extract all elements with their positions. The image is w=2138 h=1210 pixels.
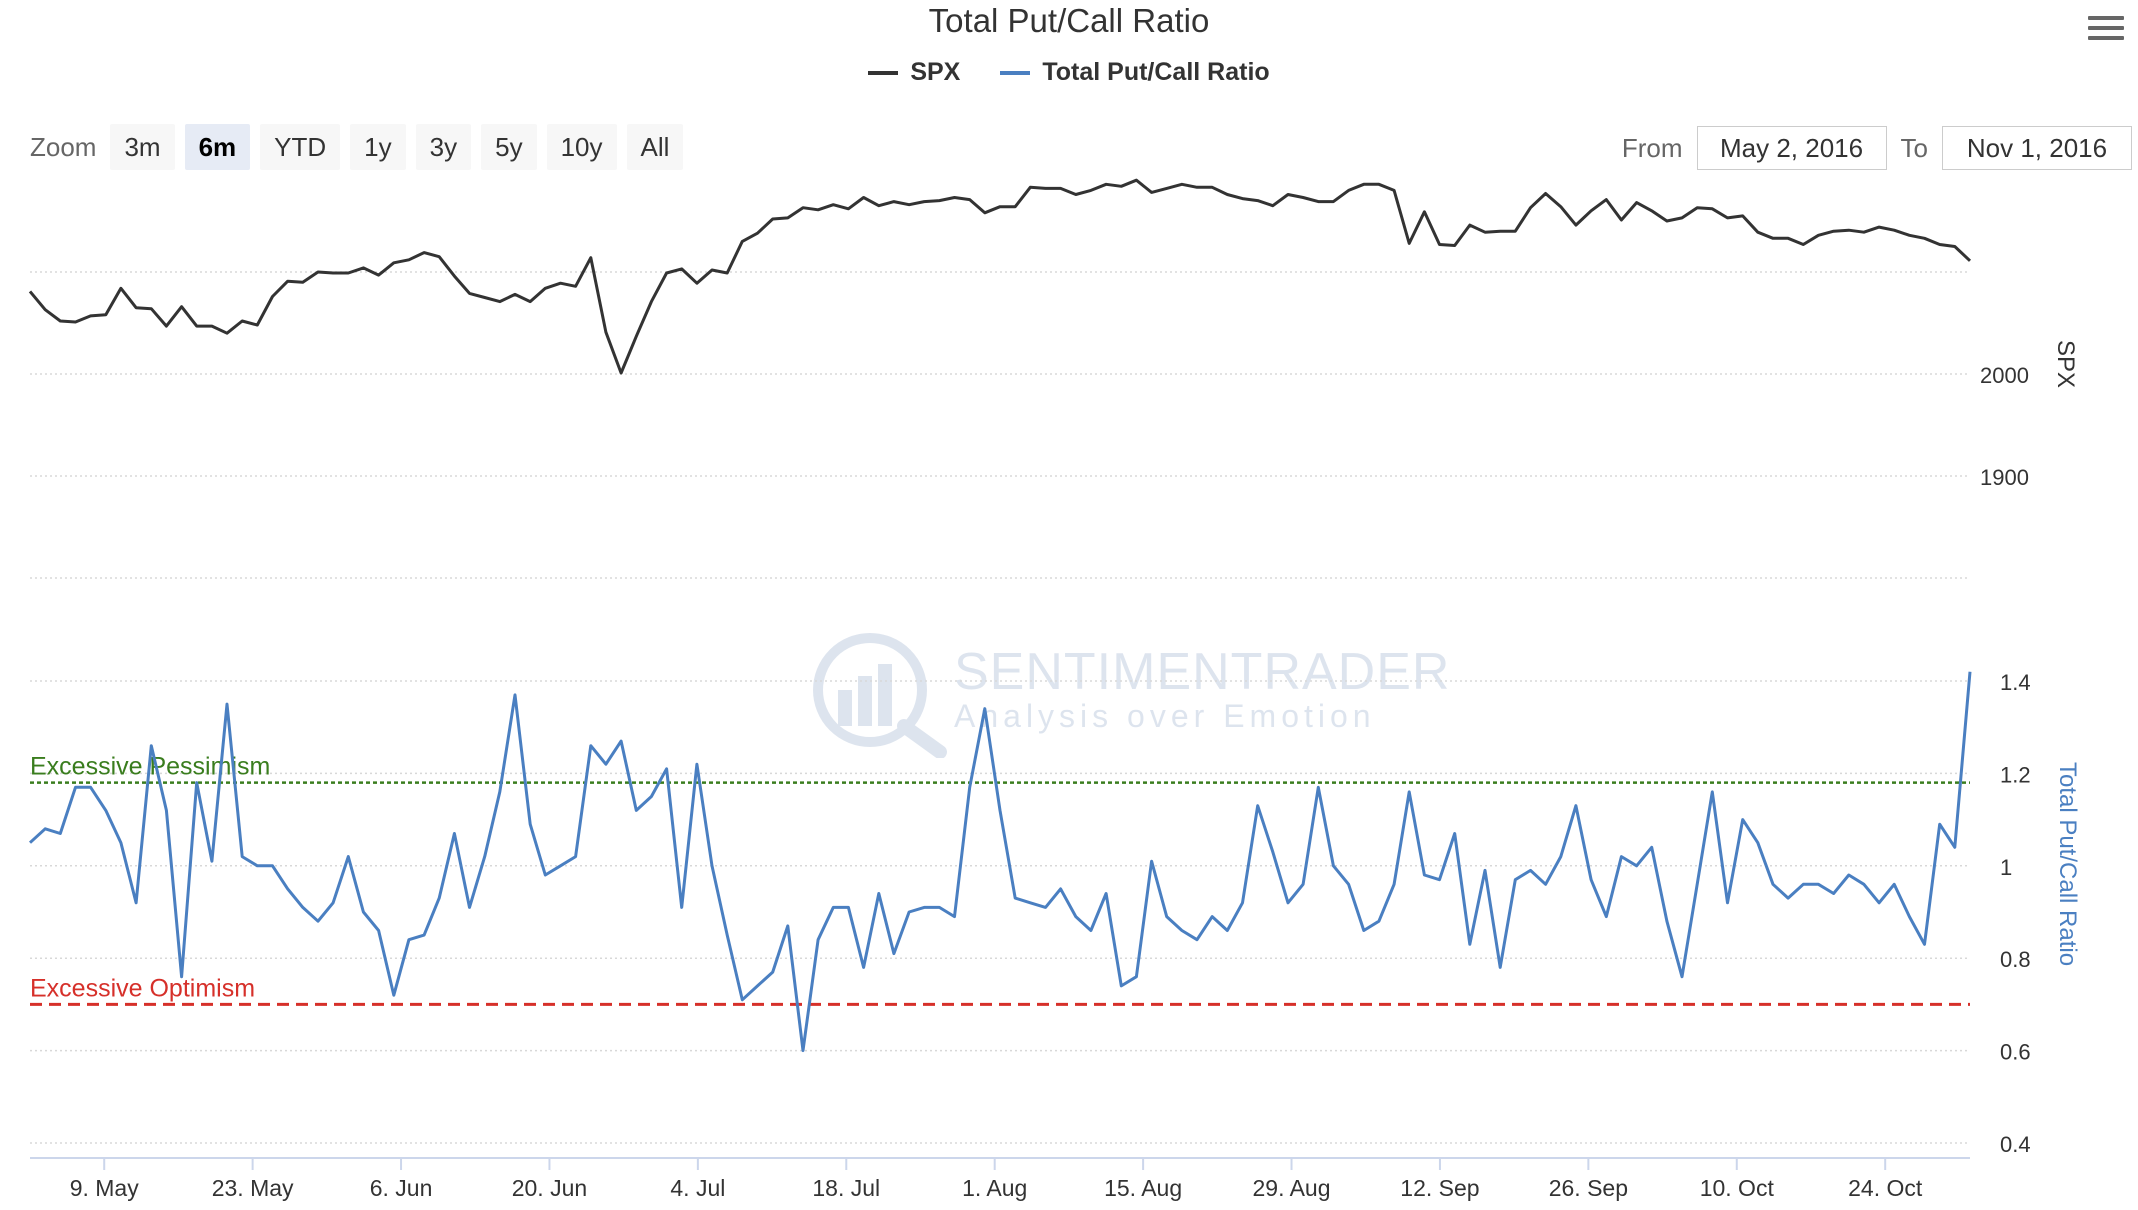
x-tick-label: 10. Oct: [1700, 1175, 1775, 1201]
pc-series-line: [28, 671, 1972, 1053]
pc-tick-label: 1: [2000, 855, 2012, 880]
pc-tick-label: 0.4: [2000, 1132, 2031, 1157]
legend-item-spx[interactable]: SPX: [868, 58, 960, 87]
spx-tick-label: 2000: [1980, 363, 2029, 388]
zoom-bar: Zoom 3m 6m YTD 1y 3y 5y 10y All: [30, 124, 693, 170]
legend-label-spx: SPX: [910, 58, 961, 86]
x-tick-label: 24. Oct: [1848, 1175, 1923, 1201]
zoom-3m-button[interactable]: 3m: [110, 124, 175, 170]
pc-axis-label: Total Put/Call Ratio: [2054, 762, 2081, 966]
zoom-3y-button[interactable]: 3y: [415, 124, 472, 170]
legend-swatch-spx: [868, 70, 899, 75]
x-tick-label: 12. Sep: [1400, 1175, 1479, 1201]
x-tick-label: 15. Aug: [1104, 1175, 1182, 1201]
x-tick-label: 6. Jun: [370, 1175, 433, 1201]
pc-tick-label: 0.8: [2000, 947, 2031, 972]
watermark-tagline: Analysis over Emotion: [954, 698, 1376, 734]
grid-layer: [30, 271, 1970, 1144]
zoom-1y-button[interactable]: 1y: [350, 124, 406, 170]
legend-label-put-call: Total Put/Call Ratio: [1042, 58, 1270, 86]
chart-title: Total Put/Call Ratio: [928, 2, 1210, 39]
x-tick-label: 1. Aug: [962, 1175, 1027, 1201]
legend-swatch-put-call: [1000, 70, 1031, 75]
x-tick-label: 20. Jun: [512, 1175, 587, 1201]
zoom-label: Zoom: [30, 131, 97, 162]
series-layer: [28, 178, 1972, 1053]
zoom-ytd-button[interactable]: YTD: [260, 124, 341, 170]
x-tick-label: 29. Aug: [1253, 1175, 1331, 1201]
from-date-input[interactable]: [1696, 126, 1887, 170]
to-label: To: [1900, 132, 1928, 163]
pc-tick-label: 0.6: [2000, 1040, 2031, 1065]
watermark-logo-icon: [813, 633, 947, 758]
x-tick-label: 4. Jul: [670, 1175, 725, 1201]
spx-tick-label: 1900: [1980, 465, 2029, 490]
from-label: From: [1621, 132, 1683, 163]
pc-tick-label: 1.2: [2000, 762, 2031, 787]
spx-axis-label: SPX: [2052, 340, 2079, 388]
zoom-5y-button[interactable]: 5y: [481, 124, 537, 170]
to-date-input[interactable]: [1942, 126, 2132, 170]
legend: SPX Total Put/Call Ratio: [0, 58, 2138, 87]
excessive-optimism-label: Excessive Optimism: [30, 974, 255, 1002]
x-tick-label: 9. May: [70, 1175, 140, 1201]
axis-layer: 1900 2000 SPX 0.4 0.6 0.8 1 1.2 1.4 Total Put/Cal…: [30, 340, 2081, 1201]
date-range: From To: [1608, 126, 2138, 170]
zoom-6m-button[interactable]: 6m: [184, 124, 251, 170]
zoom-all-button[interactable]: All: [626, 124, 684, 170]
x-tick-label: 26. Sep: [1549, 1175, 1628, 1201]
watermark-name: SENTIMENTRADER: [954, 643, 1451, 701]
spx-series-line: [28, 178, 1972, 375]
hamburger-menu-icon[interactable]: [2088, 16, 2124, 48]
watermark: SENTIMENTRADER Analysis over Emotion: [800, 628, 1449, 758]
legend-item-put-call[interactable]: Total Put/Call Ratio: [1000, 58, 1270, 87]
pc-tick-label: 1.4: [2000, 670, 2031, 695]
zoom-10y-button[interactable]: 10y: [546, 124, 617, 170]
x-tick-label: 18. Jul: [812, 1175, 880, 1201]
x-tick-label: 23. May: [212, 1175, 294, 1201]
